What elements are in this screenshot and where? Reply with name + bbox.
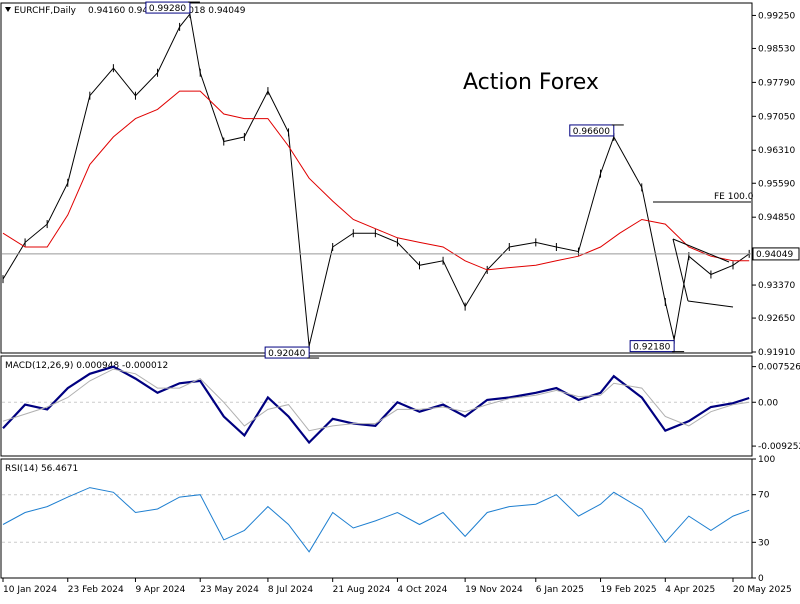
macd-layer	[2, 365, 751, 445]
signal-series-line	[2, 368, 750, 432]
axis-layer: 0.99250 0.98530 0.97790 0.97050 0.96310 0.955…	[2, 11, 800, 595]
macd-panel-frame	[0, 355, 753, 457]
y-tick-label: 0.94850	[758, 213, 795, 223]
x-tick-label: 8 Jul 2024	[268, 585, 313, 595]
x-tick-label: 9 Apr 2024	[135, 585, 185, 595]
rsi-series-line	[2, 487, 750, 553]
annotation-box	[145, 1, 191, 14]
y-tick-label: 0	[758, 574, 764, 584]
triangle-pattern	[672, 238, 734, 308]
rsi-layer	[2, 487, 751, 553]
x-tick-label: 19 Nov 2024	[465, 585, 523, 595]
fe-level-label: FE 100.0	[714, 192, 754, 202]
watermark-text: Action Forex	[463, 70, 599, 95]
rsi-panel-frame	[0, 458, 753, 579]
x-tick-label: 4 Oct 2024	[397, 585, 447, 595]
current-price-box	[752, 247, 800, 261]
y-tick-label: -0.009252	[758, 442, 800, 452]
x-tick-label: 21 Aug 2024	[333, 585, 391, 595]
current-price-label: 0.94049	[756, 250, 793, 260]
macd-series-line	[2, 365, 750, 445]
chart-header: EURCHF,Daily 0.94160 0.94233 0.94018 0.9…	[5, 6, 246, 16]
symbol-label: EURCHF,Daily	[14, 6, 77, 16]
y-tick-label: 0.92650	[758, 314, 795, 324]
moving-average-series-line	[2, 90, 750, 271]
y-tick-label: 0.00	[758, 398, 778, 408]
annotation-label: 0.92180	[633, 343, 670, 353]
macd-title: MACD(12,26,9) 0.000948 -0.000012	[5, 361, 168, 371]
annotation-box	[629, 340, 675, 353]
y-tick-label: 30	[758, 538, 770, 548]
x-tick-label: 6 Jan 2025	[536, 585, 584, 595]
annotation-box	[264, 346, 310, 359]
y-tick-label: 0.007526	[758, 363, 800, 373]
x-tick-label: 20 May 2025	[733, 585, 792, 595]
price-panel-frame	[0, 2, 753, 354]
y-tick-label: 0.99250	[758, 11, 795, 21]
y-tick-label: 0.98530	[758, 44, 795, 54]
annotation-label: 0.96600	[573, 127, 610, 137]
y-tick-label: 0.91910	[758, 348, 795, 358]
triangle-lower-line	[687, 300, 734, 308]
x-tick-label: 4 Apr 2025	[665, 585, 715, 595]
y-tick-label: 0.95590	[758, 179, 795, 189]
price-layer: 0.99280 0.92040 0.96600 0.92180 FE 100.0	[2, 1, 754, 359]
rsi-title: RSI(14) 56.4671	[5, 464, 78, 474]
y-tick-label: 100	[758, 455, 775, 465]
annotation-box	[569, 124, 615, 137]
triangle-upper-line	[672, 238, 730, 263]
x-tick-label: 23 Feb 2024	[68, 585, 124, 595]
y-tick-label: 0.93370	[758, 281, 795, 291]
annotation-label: 0.99280	[149, 4, 186, 14]
y-tick-label: 0.96310	[758, 146, 795, 156]
y-tick-label: 70	[758, 491, 770, 501]
x-tick-label: 19 Feb 2025	[601, 585, 657, 595]
dropdown-triangle-icon	[5, 7, 11, 12]
y-tick-label: 0.97050	[758, 112, 795, 122]
triangle-left-line	[672, 238, 689, 302]
y-tick-label: 0.97790	[758, 78, 795, 88]
x-tick-label: 23 May 2024	[200, 585, 259, 595]
annotation-label: 0.92040	[268, 349, 305, 359]
x-tick-label: 10 Jan 2024	[3, 585, 57, 595]
